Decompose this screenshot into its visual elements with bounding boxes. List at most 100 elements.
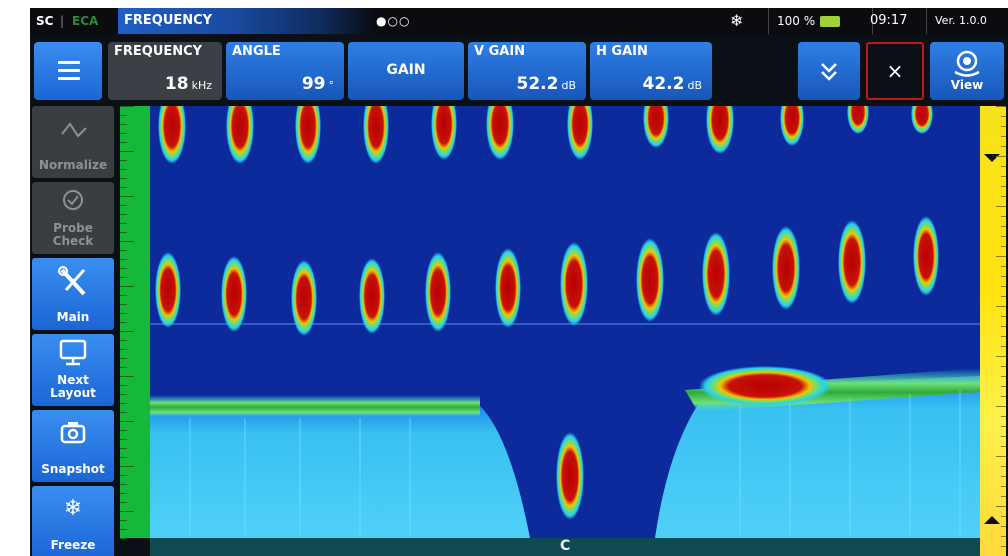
y-axis-tick xyxy=(120,340,127,341)
color-scale-tick xyxy=(1001,436,1006,437)
vgain-value: 52.2 xyxy=(516,74,559,94)
hgain-value-group: 42.2 dB xyxy=(643,74,702,94)
y-axis-tick xyxy=(120,160,127,161)
y-axis-ruler xyxy=(120,106,150,539)
color-scale-tick xyxy=(1001,546,1006,547)
sidebar-item-main[interactable]: Main xyxy=(32,258,114,330)
y-axis-tick xyxy=(120,529,127,530)
menu-button[interactable] xyxy=(34,42,102,100)
y-axis-tick xyxy=(120,394,127,395)
mode-title: FREQUENCY xyxy=(118,8,374,34)
hgain-label: H GAIN xyxy=(596,44,648,59)
y-axis-tick xyxy=(120,151,134,152)
color-scale-tick xyxy=(1001,486,1006,487)
more-parameters-button[interactable] xyxy=(798,42,860,100)
color-scale-tick xyxy=(996,356,1006,357)
c-scan-plot[interactable] xyxy=(150,106,980,538)
instrument-screen: SC | ECA FREQUENCY ●○○ ❄ 100 % 09:17 Ver… xyxy=(30,8,1008,556)
color-scale-tick xyxy=(1001,176,1006,177)
battery-icon xyxy=(820,16,841,27)
y-axis-tick xyxy=(120,493,127,494)
close-button[interactable]: × xyxy=(866,42,924,100)
color-scale-tick xyxy=(1001,246,1006,247)
color-scale-tick xyxy=(1001,466,1006,467)
color-scale-marker-top[interactable] xyxy=(984,154,1000,162)
sidebar-item-probe-check[interactable]: Probe Check xyxy=(32,182,114,254)
color-scale-tick xyxy=(1001,316,1006,317)
color-scale-tick xyxy=(1001,326,1006,327)
color-scale-tick xyxy=(1001,146,1006,147)
y-axis-tick xyxy=(120,115,127,116)
sidebar-item-next-layout[interactable]: Next Layout xyxy=(32,334,114,406)
color-scale-tick xyxy=(996,406,1006,407)
color-scale-tick xyxy=(1001,166,1006,167)
y-axis-tick xyxy=(120,178,127,179)
color-scale-tick xyxy=(1001,496,1006,497)
close-icon: × xyxy=(886,59,904,83)
snowflake-icon: ❄ xyxy=(63,496,83,521)
parameter-bar: FREQUENCY 18 kHz ANGLE 99 ° GAIN V GAIN 52… xyxy=(30,36,1008,104)
tools-icon xyxy=(58,266,86,296)
y-axis-tick xyxy=(120,331,134,332)
angle-param[interactable]: ANGLE 99 ° xyxy=(226,42,344,100)
y-axis-tick xyxy=(120,304,127,305)
vgain-param[interactable]: V GAIN 52.2 dB xyxy=(468,42,586,100)
color-scale-marker-bottom[interactable] xyxy=(984,516,1000,524)
y-axis-tick xyxy=(120,169,127,170)
y-axis-tick xyxy=(120,484,127,485)
color-scale-tick xyxy=(1001,116,1006,117)
sidebar-item-snapshot[interactable]: Snapshot xyxy=(32,410,114,482)
color-scale-tick xyxy=(1001,266,1006,267)
y-axis-tick xyxy=(120,223,127,224)
sidebar-item-normalize[interactable]: Normalize xyxy=(32,106,114,178)
sidebar-item-label: Probe Check xyxy=(52,221,94,248)
y-axis-tick xyxy=(120,313,127,314)
y-axis-tick xyxy=(120,106,134,107)
sidebar-item-label: Main xyxy=(56,310,90,324)
strip-chart-view[interactable]: C xyxy=(120,106,1006,556)
color-scale-tick xyxy=(1001,476,1006,477)
view-button[interactable]: View xyxy=(930,42,1004,100)
color-scale-tick xyxy=(1001,516,1006,517)
color-scale-tick xyxy=(1001,216,1006,217)
color-scale-tick xyxy=(996,206,1006,207)
hgain-value: 42.2 xyxy=(642,74,685,94)
color-scale-tick xyxy=(1001,236,1006,237)
sidebar-item-label: Snapshot xyxy=(41,462,105,476)
color-scale-tick xyxy=(1001,336,1006,337)
gain-button[interactable]: GAIN xyxy=(348,42,464,100)
color-scale-tick xyxy=(996,506,1006,507)
sidebar-item-freeze[interactable]: ❄ Freeze xyxy=(32,486,114,556)
sidebar-item-label: Normalize xyxy=(38,158,108,172)
y-axis-tick xyxy=(120,124,127,125)
vgain-value-group: 52.2 dB xyxy=(517,74,576,94)
version-label: Ver. 1.0.0 xyxy=(926,8,1008,34)
y-axis-tick xyxy=(120,295,127,296)
sc-label: SC xyxy=(36,14,54,28)
vgain-label: V GAIN xyxy=(474,44,526,59)
y-axis-tick xyxy=(120,250,127,251)
color-scale-tick xyxy=(1001,536,1006,537)
frequency-value-group: 18 kHz xyxy=(165,74,212,94)
frequency-param[interactable]: FREQUENCY 18 kHz xyxy=(108,42,222,100)
y-axis-tick xyxy=(120,466,134,467)
color-scale-tick xyxy=(1001,376,1006,377)
color-scale-bar[interactable] xyxy=(980,106,1006,556)
color-scale-tick xyxy=(1001,346,1006,347)
hgain-param[interactable]: H GAIN 42.2 dB xyxy=(590,42,712,100)
battery-status: 100 % xyxy=(768,8,873,34)
y-axis-tick xyxy=(120,385,127,386)
monitor-icon xyxy=(59,339,87,366)
c-scan-image xyxy=(150,106,980,538)
color-scale-tick xyxy=(1001,186,1006,187)
angle-label: ANGLE xyxy=(232,44,281,59)
color-scale-tick xyxy=(1001,366,1006,367)
battery-percent: 100 % xyxy=(777,14,816,28)
y-axis-tick xyxy=(120,520,127,521)
y-axis-tick xyxy=(120,232,127,233)
color-scale-tick xyxy=(1001,416,1006,417)
angle-value: 99 xyxy=(301,74,326,94)
y-axis-tick xyxy=(120,241,134,242)
sidebar: Normalize Probe Check Main Next Lay xyxy=(30,106,116,556)
y-axis-tick xyxy=(120,277,127,278)
